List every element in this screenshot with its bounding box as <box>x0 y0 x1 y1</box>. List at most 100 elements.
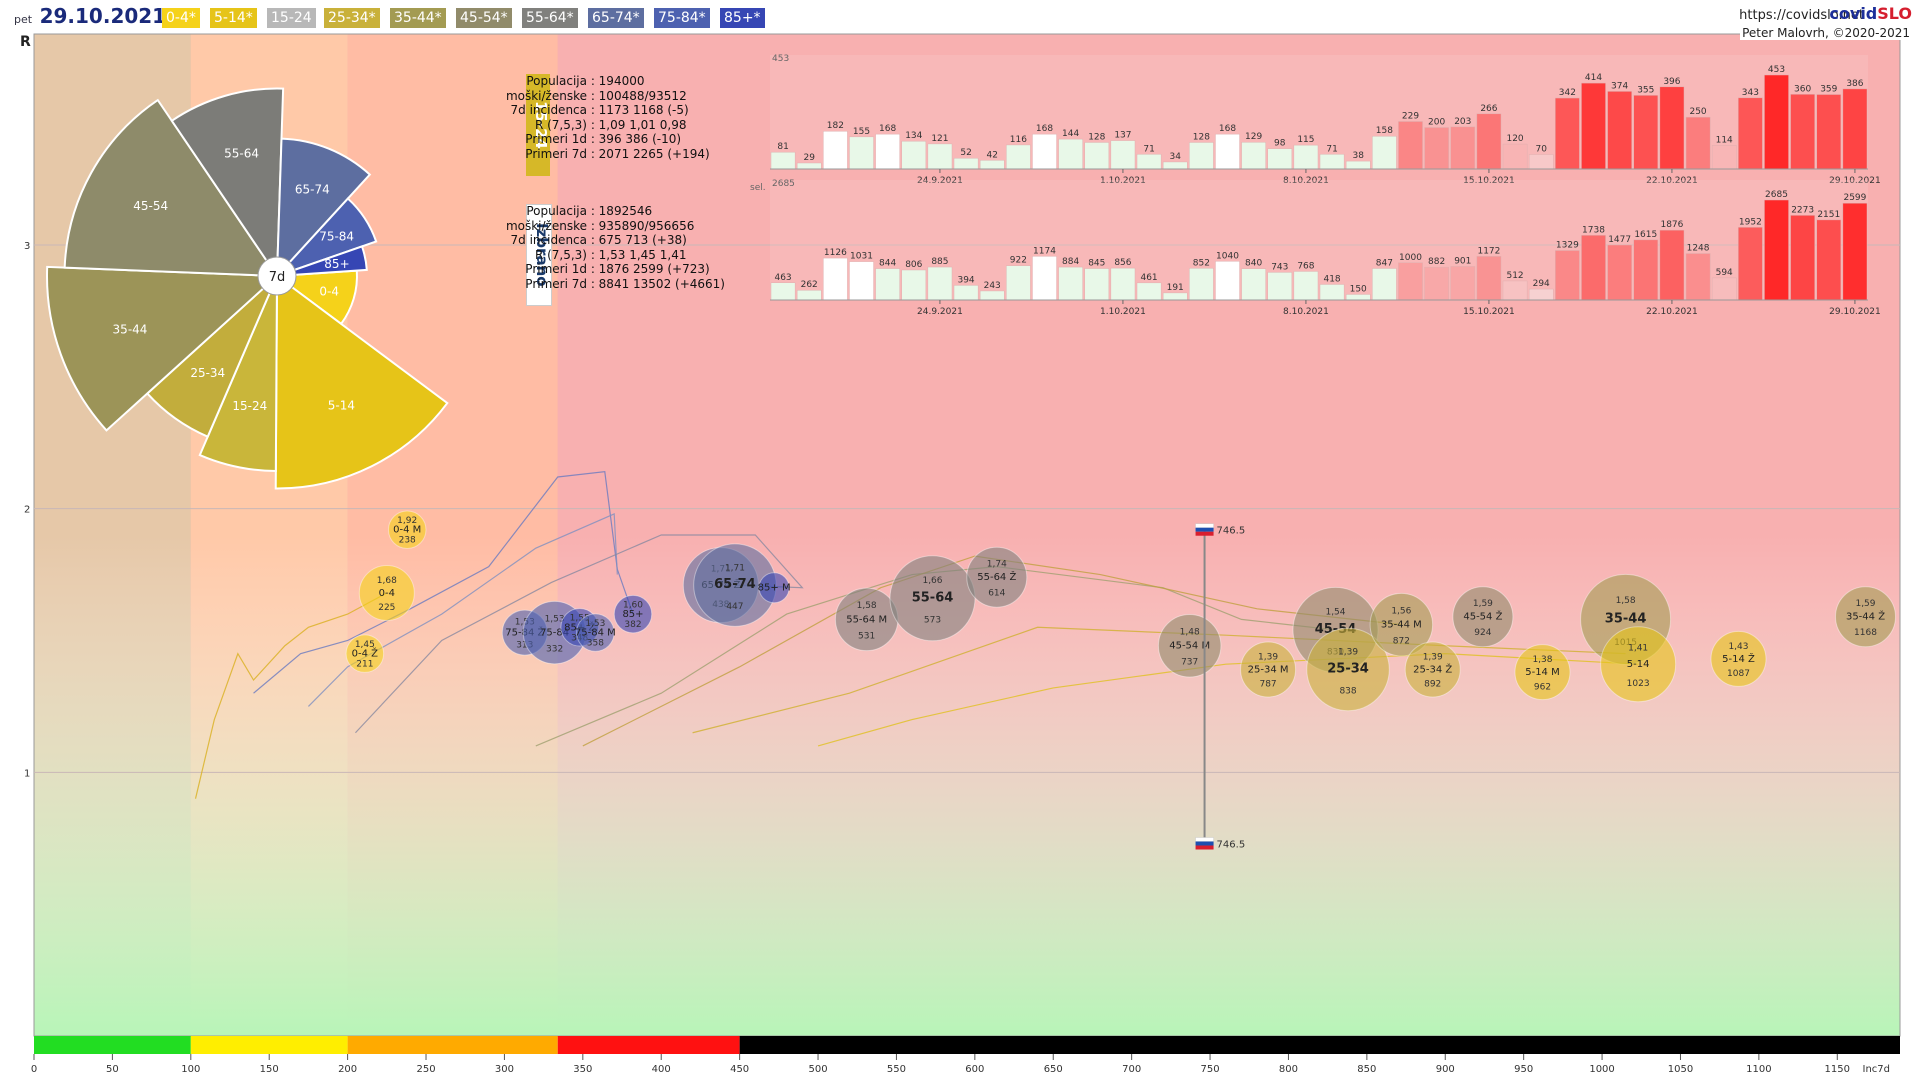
bars-15-24-bar-20 <box>1293 144 1319 170</box>
bars-15-24-bar-22 <box>1345 160 1371 170</box>
bars-15-24-bar-29 <box>1528 154 1554 170</box>
bars-15-24-bar-6 <box>927 143 953 170</box>
x-tick-label: 200 <box>338 1064 357 1075</box>
bars-15-24-bar-label-34: 396 <box>1663 77 1680 87</box>
info-row: moški/ženske : 935890/956656 <box>462 219 725 234</box>
x-tick-label: 850 <box>1357 1064 1376 1075</box>
bars-15-24-bar-label-31: 414 <box>1585 73 1602 83</box>
bars-izbrano-bar-label-18: 840 <box>1245 259 1262 269</box>
x-tick-label: 550 <box>887 1064 906 1075</box>
bars-izbrano-bar-label-14: 461 <box>1140 273 1157 283</box>
bubble-25 <box>1835 586 1897 648</box>
x-tick-label: 600 <box>965 1064 984 1075</box>
info-value: : 396 386 (-10) <box>587 132 682 146</box>
bars-izbrano-bar-11 <box>1058 266 1083 301</box>
bars-15-24-bar-25 <box>1424 127 1449 170</box>
bars-15-24-bar-label-4: 168 <box>879 124 896 134</box>
bubble-inc-label: 531 <box>858 631 875 641</box>
bars-15-24-date-label-5: 29.10.2021 <box>1829 176 1881 186</box>
bars-izbrano-bar-26 <box>1450 266 1476 301</box>
bars-15-24-bar-label-17: 168 <box>1219 124 1236 134</box>
x-tick-label: 450 <box>730 1064 749 1075</box>
bubble-r-label: 1,59 <box>1473 599 1493 609</box>
bars-15-24-bar-13 <box>1110 140 1136 170</box>
x-tick-label: 50 <box>106 1064 119 1075</box>
age-button-6[interactable]: 55-64* <box>522 8 578 28</box>
bubble-r-label: 1,39 <box>1338 648 1358 658</box>
bars-izbrano-bar-label-6: 885 <box>931 257 948 267</box>
risk-band-2 <box>347 1036 558 1054</box>
bars-izbrano-bar-28 <box>1502 280 1528 301</box>
info-row: Primeri 7d : 8841 13502 (+4661) <box>462 277 725 292</box>
rose-slice-6 <box>170 87 285 280</box>
bars-izbrano-bar-label-26: 901 <box>1454 256 1471 266</box>
bubble-label: 85+ M <box>758 583 791 594</box>
bars-izbrano-bar-label-2: 1126 <box>824 248 847 258</box>
rose-slice-9 <box>276 245 368 277</box>
rose-slice-4 <box>46 265 280 432</box>
bars-15-24-date-label-2: 8.10.2021 <box>1283 176 1329 186</box>
site-link[interactable]: https://covidslo.net <box>1739 8 1864 23</box>
bars-izbrano-bar-12 <box>1084 268 1110 301</box>
bars-izbrano-bar-label-24: 1000 <box>1399 253 1422 263</box>
bars-15-24-bar-19 <box>1267 148 1293 170</box>
bars-15-24-bar-label-12: 128 <box>1088 132 1105 142</box>
bars-izbrano-bar-22 <box>1345 294 1371 301</box>
bars-izbrano-bar-label-38: 2685 <box>1765 190 1788 200</box>
bars-izbrano-bar-label-27: 1172 <box>1477 246 1500 256</box>
bars-15-24-bar-2 <box>823 130 848 170</box>
age-button-5[interactable]: 45-54* <box>456 8 512 28</box>
bars-15-24-bar-label-9: 116 <box>1010 135 1027 145</box>
x-tick-label: 300 <box>495 1064 514 1075</box>
bubble-r-label: 1,45 <box>355 640 375 650</box>
tag-15-24[interactable]: 15-24 <box>526 74 550 176</box>
bars-izbrano-bar-31 <box>1581 235 1606 301</box>
age-button-2[interactable]: 15-24 <box>267 8 316 28</box>
bubble-r-label: 1,71 <box>725 563 745 573</box>
rose-slice-1 <box>274 274 449 490</box>
age-button-3[interactable]: 25-34* <box>324 8 380 28</box>
bubble-17 <box>1306 627 1390 712</box>
bars-izbrano-bar-label-13: 856 <box>1114 258 1131 268</box>
bars-15-24-ymax-label: 453 <box>772 54 789 64</box>
bars-15-24: 81 29 182 155 168 134 121 52 42 116 168 144 128 137 71… <box>770 54 1881 186</box>
bars-15-24-bar-16 <box>1189 142 1214 170</box>
age-button-0[interactable]: 0-4* <box>162 8 200 28</box>
bubble-1 <box>358 565 415 622</box>
risk-band-0 <box>34 1036 191 1054</box>
bars-izbrano-bar-33 <box>1633 239 1659 301</box>
date-label: 29.10.2021 <box>39 4 167 28</box>
bars-izbrano-bar-1 <box>796 289 822 301</box>
info-value: : 935890/956656 <box>587 218 695 233</box>
bars-izbrano-bar-24 <box>1398 262 1423 301</box>
age-button-4[interactable]: 35-44* <box>390 8 446 28</box>
bars-izbrano-date-label-3: 15.10.2021 <box>1463 307 1515 317</box>
bubble-label: 75-84 <box>540 628 569 639</box>
x-tick-label: 1150 <box>1825 1064 1850 1075</box>
bars-15-24-bar-label-8: 42 <box>986 150 997 160</box>
bars-15-24-bar-39 <box>1790 94 1815 170</box>
bars-izbrano-ymax-label: 2685 <box>772 179 795 189</box>
bars-15-24-bar-label-26: 203 <box>1454 117 1471 127</box>
age-button-1[interactable]: 5-14* <box>210 8 257 28</box>
bars-15-24-bar-label-36: 114 <box>1716 135 1733 145</box>
age-button-8[interactable]: 75-84* <box>654 8 710 28</box>
bars-15-24-bar-3 <box>849 136 874 170</box>
bars-15-24-bar-35 <box>1685 116 1711 170</box>
age-button-9[interactable]: 85+* <box>720 8 765 28</box>
bars-15-24-bar-14 <box>1136 154 1162 170</box>
info-key: R (7,5,3) <box>534 247 587 262</box>
bars-izbrano-bar-label-33: 1615 <box>1634 230 1657 240</box>
x-tick-label: 950 <box>1514 1064 1533 1075</box>
rose-slice-label-5: 45-54 <box>133 199 168 213</box>
bubble-10 <box>758 572 790 604</box>
age-button-7[interactable]: 65-74* <box>588 8 644 28</box>
info-row: Primeri 7d : 2071 2265 (+194) <box>462 147 709 162</box>
rose-slice-label-8: 75-84 <box>319 230 354 244</box>
bars-15-24-bar-0 <box>770 151 796 170</box>
info-value: : 1173 1168 (-5) <box>587 103 689 117</box>
flag-bottom-white <box>1195 837 1214 842</box>
bars-izbrano-bar-32 <box>1607 244 1632 301</box>
tag-izbrano[interactable]: Izbrano <box>526 204 552 306</box>
risk-band-3 <box>557 1036 740 1054</box>
